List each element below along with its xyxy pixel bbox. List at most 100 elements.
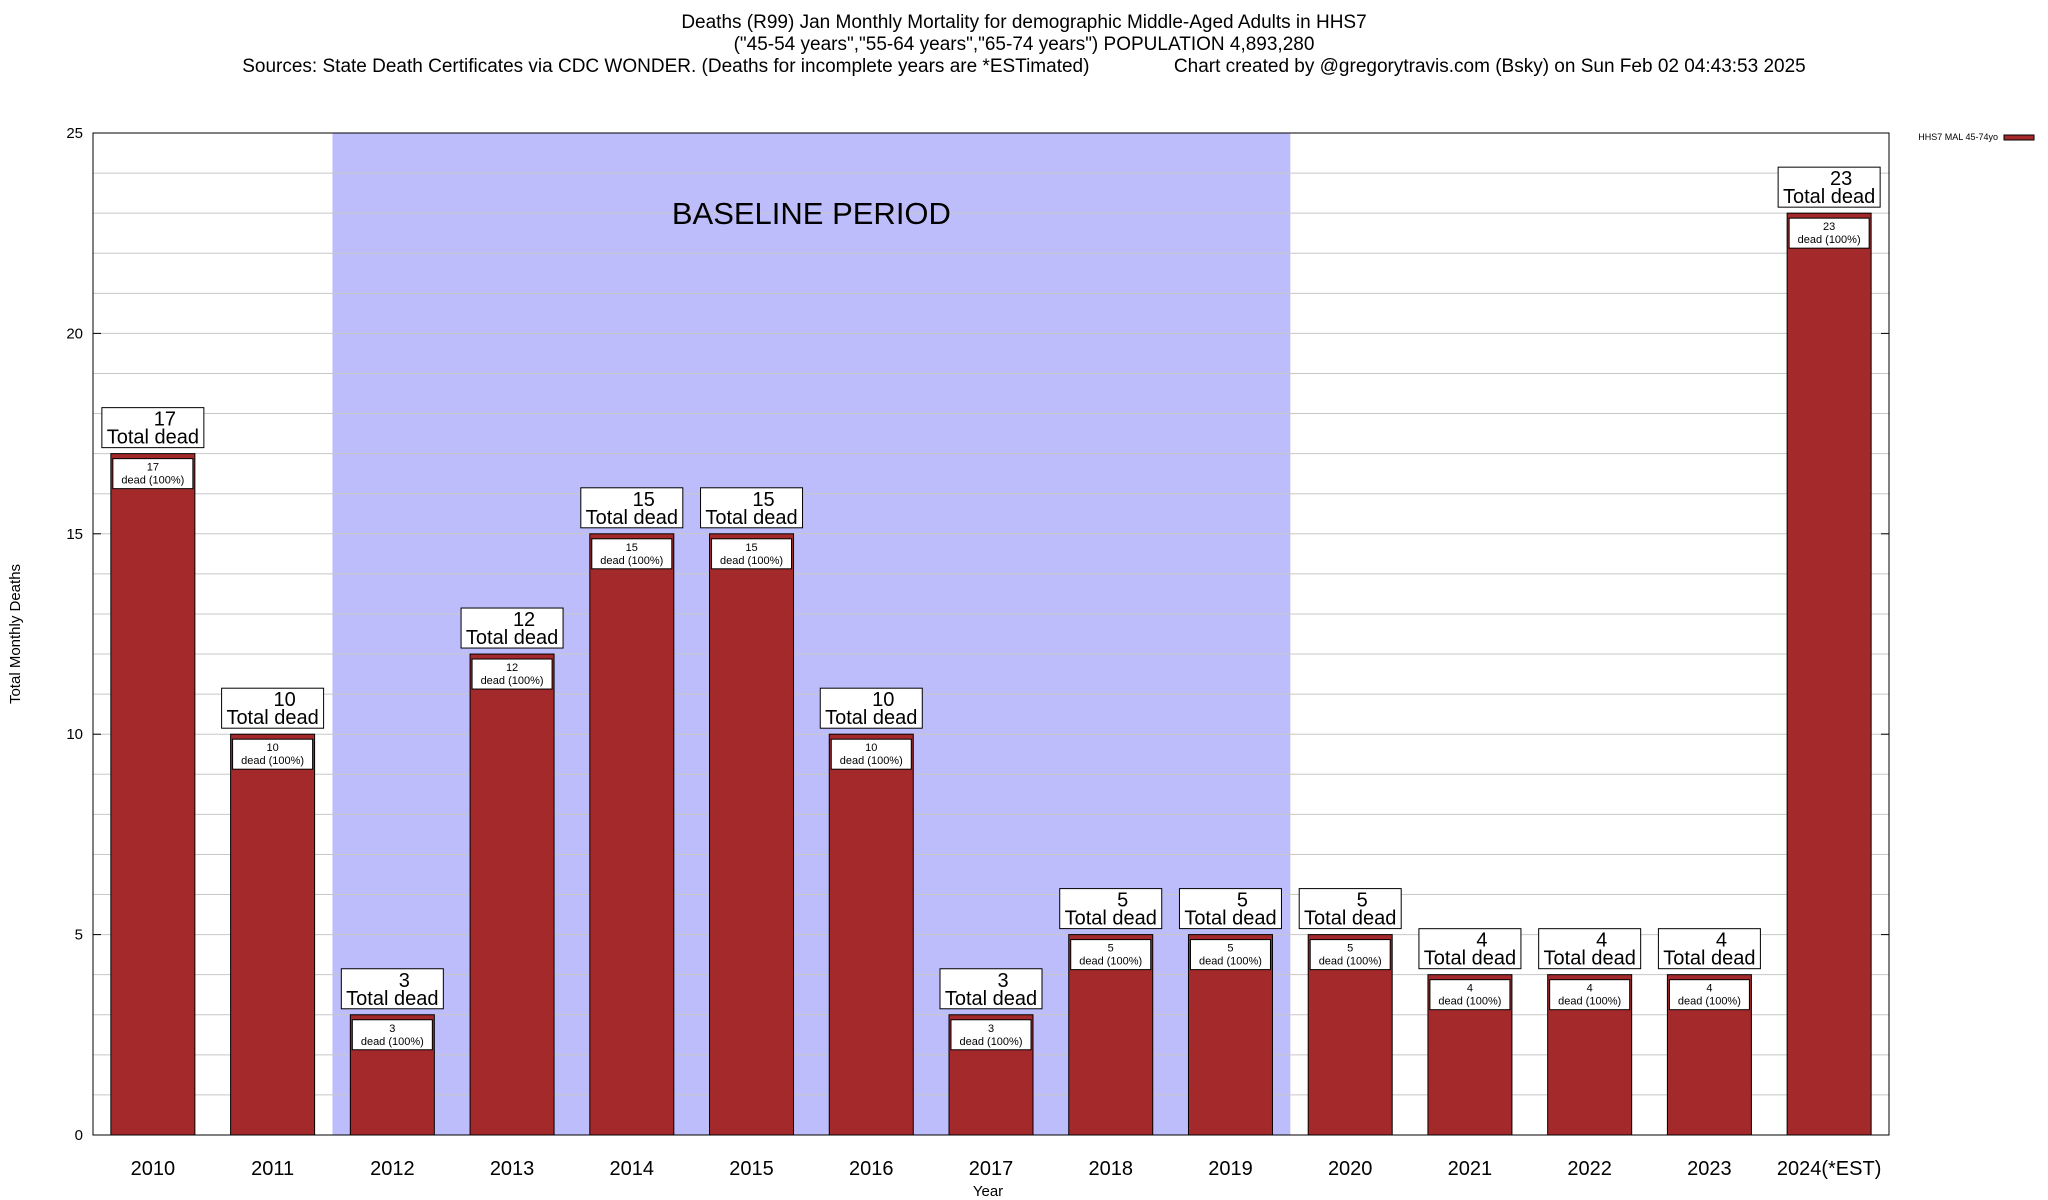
bar-inner-text: dead (100%) bbox=[241, 755, 304, 767]
bar-total-text: Total dead bbox=[705, 507, 797, 529]
bar-inner-label-box bbox=[1189, 939, 1271, 971]
bar-total-label-box bbox=[1418, 928, 1522, 970]
legend-series-name: HHS7 MAL 45-74yo bbox=[1918, 132, 1998, 142]
x-tick-label: 2021 bbox=[1448, 1158, 1493, 1180]
bar bbox=[469, 653, 555, 1136]
bar-inner-value: 5 bbox=[1347, 943, 1353, 955]
bar-inner-text: dead (100%) bbox=[1319, 956, 1382, 968]
x-axis-label: Year bbox=[973, 1183, 1003, 1200]
bar-total-text: Total dead bbox=[945, 988, 1037, 1010]
bar-total-value: 10 bbox=[273, 689, 295, 711]
chart-title: Deaths (R99) Jan Monthly Mortality for d… bbox=[0, 12, 2048, 78]
bar-inner-value: 17 bbox=[147, 462, 159, 474]
bar-total-text: Total dead bbox=[586, 507, 678, 529]
title-line-2: ("45-54 years","55-64 years","65-74 year… bbox=[733, 34, 1315, 55]
bar-inner-text: dead (100%) bbox=[1678, 996, 1741, 1008]
bar-total-value: 3 bbox=[399, 970, 410, 992]
bar-inner-label-box bbox=[1070, 939, 1152, 971]
bar-total-label-box bbox=[101, 407, 205, 449]
bar-total-text: Total dead bbox=[466, 627, 558, 649]
bar-inner-text: dead (100%) bbox=[361, 1036, 424, 1048]
bar-inner-text: dead (100%) bbox=[1199, 956, 1262, 968]
legend: HHS7 MAL 45-74yo bbox=[1918, 132, 2035, 142]
bar-inner-text: dead (100%) bbox=[1438, 996, 1501, 1008]
bar-inner-value: 12 bbox=[506, 662, 518, 674]
bar-inner-text: dead (100%) bbox=[600, 555, 663, 567]
bar-inner-text: dead (100%) bbox=[1558, 996, 1621, 1008]
y-tick-label: 15 bbox=[66, 526, 83, 543]
bar-inner-value: 4 bbox=[1467, 983, 1473, 995]
x-tick-label: 2019 bbox=[1208, 1158, 1253, 1180]
bar-total-value: 5 bbox=[1117, 890, 1128, 912]
bar-total-label-box bbox=[1657, 928, 1761, 970]
bar-inner-text: dead (100%) bbox=[1079, 956, 1142, 968]
x-tick-label: 2020 bbox=[1328, 1158, 1373, 1180]
bar-total-text: Total dead bbox=[346, 988, 438, 1010]
bar-inner-value: 10 bbox=[865, 742, 877, 754]
bar-inner-value: 4 bbox=[1706, 983, 1712, 995]
bar-inner-label-box bbox=[112, 458, 194, 490]
y-axis-ticks: 0 5 10 15 20 25 bbox=[66, 125, 1889, 1144]
bar-total-value: 15 bbox=[633, 489, 655, 511]
x-tick-label: 2018 bbox=[1088, 1158, 1133, 1180]
x-tick-label: 2014 bbox=[610, 1158, 655, 1180]
bar-inner-label-box bbox=[1549, 979, 1631, 1011]
bar-inner-text: dead (100%) bbox=[960, 1036, 1023, 1048]
bar-inner-label-box bbox=[591, 538, 673, 570]
plot-frame bbox=[92, 132, 1890, 1136]
bar-inner-label-box bbox=[471, 658, 553, 690]
bar-inner-text: dead (100%) bbox=[720, 555, 783, 567]
x-tick-label: 2022 bbox=[1567, 1158, 1612, 1180]
bar-inner-value: 10 bbox=[266, 742, 278, 754]
title-line-3: Sources: State Death Certificates via CD… bbox=[0, 56, 2048, 78]
bar-inner-label-box bbox=[1309, 939, 1391, 971]
x-tick-label: 2017 bbox=[969, 1158, 1014, 1180]
bar-total-value: 4 bbox=[1596, 930, 1607, 952]
bar-inner-text: dead (100%) bbox=[1798, 234, 1861, 246]
bar-inner-value: 23 bbox=[1823, 221, 1835, 233]
y-tick-label: 0 bbox=[75, 1127, 83, 1144]
bar-total-text: Total dead bbox=[1065, 908, 1157, 930]
bar-inner-value: 3 bbox=[988, 1023, 994, 1035]
x-tick-label: 2015 bbox=[729, 1158, 774, 1180]
bar-total-value: 4 bbox=[1716, 930, 1727, 952]
bar-inner-label-box bbox=[232, 738, 314, 770]
bar-total-text: Total dead bbox=[1663, 948, 1755, 970]
bar bbox=[709, 533, 795, 1136]
x-tick-label: 2012 bbox=[370, 1158, 415, 1180]
bar-inner-value: 15 bbox=[626, 542, 638, 554]
y-tick-label: 5 bbox=[75, 927, 83, 944]
bar-inner-label-box bbox=[711, 538, 793, 570]
bar-total-label-box bbox=[1059, 888, 1163, 930]
bar bbox=[1786, 212, 1872, 1136]
bar-inner-label-box bbox=[1668, 979, 1750, 1011]
bar-total-label-box bbox=[700, 487, 804, 529]
x-axis-ticks: 2010 2011 2012 2013 2014 2015 2016 2017 2018 2019… bbox=[131, 1158, 1882, 1180]
bar-inner-text: dead (100%) bbox=[121, 475, 184, 487]
bar-total-value: 12 bbox=[513, 609, 535, 631]
bar bbox=[589, 533, 675, 1136]
bar-total-text: Total dead bbox=[107, 427, 199, 449]
y-tick-label: 25 bbox=[66, 125, 83, 142]
bar-inner-label-box bbox=[950, 1019, 1032, 1051]
bar-total-label-box bbox=[1538, 928, 1642, 970]
bar-total-text: Total dead bbox=[1783, 186, 1875, 208]
title-credit: Chart created by @gregorytravis.com (Bsk… bbox=[1173, 56, 1806, 77]
y-tick-label: 10 bbox=[66, 726, 83, 743]
bar bbox=[828, 733, 914, 1136]
x-tick-label: 2011 bbox=[251, 1158, 294, 1180]
bar-total-label-box bbox=[460, 607, 564, 649]
bar-inner-label-box bbox=[1788, 217, 1870, 249]
bar-total-value: 10 bbox=[872, 689, 894, 711]
bar-total-text: Total dead bbox=[1304, 908, 1396, 930]
x-tick-label: 2013 bbox=[490, 1158, 535, 1180]
bar-total-value: 23 bbox=[1830, 168, 1852, 190]
bar-total-label-box bbox=[340, 968, 444, 1010]
x-tick-label: 2023 bbox=[1687, 1158, 1732, 1180]
bar-inner-label-box bbox=[830, 738, 912, 770]
bar-total-label-box bbox=[1298, 888, 1402, 930]
bar-inner-value: 5 bbox=[1227, 943, 1233, 955]
bar-inner-text: dead (100%) bbox=[840, 755, 903, 767]
